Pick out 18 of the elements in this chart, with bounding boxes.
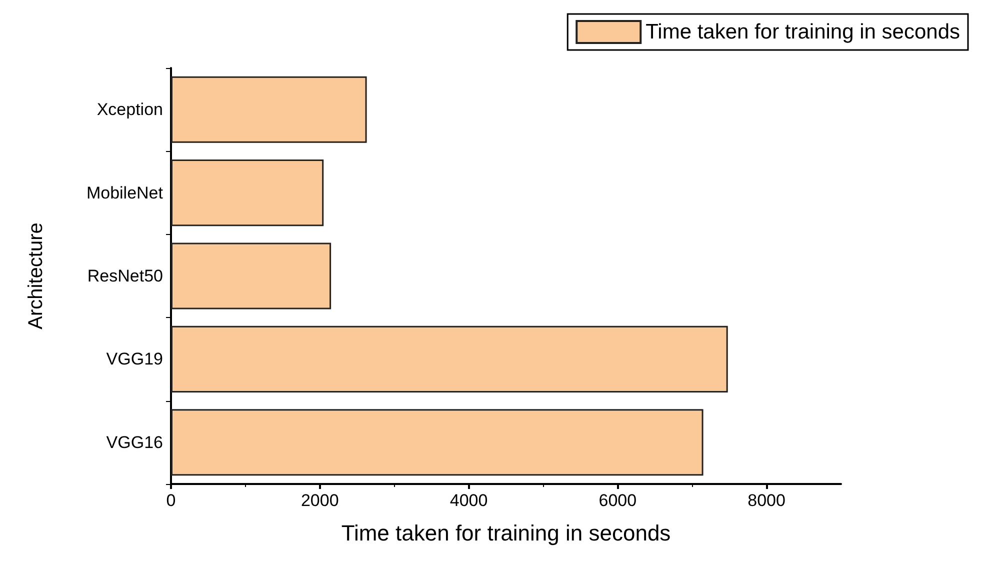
- legend-label: Time taken for training in seconds: [646, 20, 960, 44]
- bar: [171, 409, 704, 476]
- x-tick-label: 0: [166, 491, 176, 510]
- bar: [171, 160, 324, 226]
- bar: [171, 242, 332, 310]
- y-tick-label: ResNet50: [87, 266, 163, 286]
- y-axis-title: Architecture: [25, 222, 47, 330]
- x-tick-label: 2000: [300, 491, 339, 510]
- bar: [171, 76, 367, 143]
- x-tick-label: 4000: [450, 491, 488, 510]
- x-axis-title: Time taken for training in seconds: [341, 520, 671, 546]
- y-tick-label: VGG16: [106, 432, 163, 452]
- x-tick-label: 8000: [748, 491, 786, 510]
- y-tick-label: Xception: [96, 100, 163, 120]
- bar: [171, 326, 728, 392]
- y-tick-label: VGG19: [106, 350, 163, 369]
- y-tick-label: MobileNet: [86, 183, 164, 202]
- x-tick-label: 6000: [598, 491, 637, 510]
